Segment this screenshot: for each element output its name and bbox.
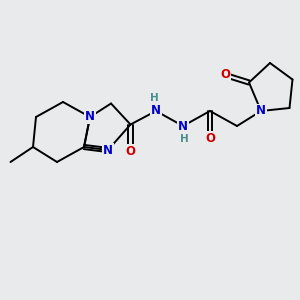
Text: O: O [125,145,136,158]
Text: H: H [180,134,189,144]
Text: N: N [85,110,95,124]
Text: O: O [205,131,215,145]
Text: H: H [150,93,159,103]
Text: N: N [103,143,113,157]
Text: N: N [256,104,266,118]
Text: N: N [178,119,188,133]
Text: O: O [220,68,230,82]
Text: N: N [151,104,161,118]
